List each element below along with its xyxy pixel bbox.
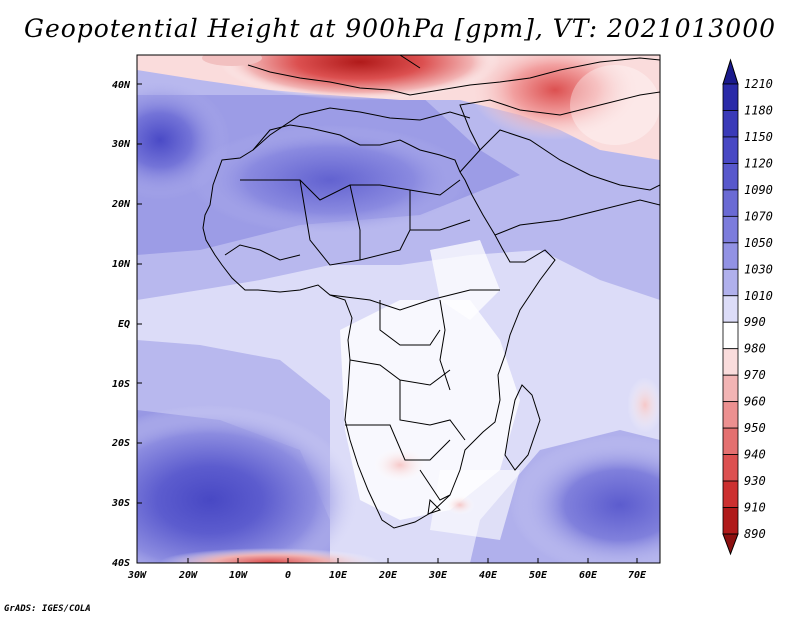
lon-label: 40E [479, 570, 498, 581]
colorbar-swatch [722, 136, 739, 164]
colorbar-label: 1050 [744, 236, 773, 250]
lat-label: 10S [112, 379, 130, 390]
colorbar-label: 1180 [744, 103, 773, 117]
colorbar-label: 980 [744, 342, 766, 356]
colorbar-label: 990 [744, 315, 766, 329]
lat-label: 30N [111, 139, 131, 150]
colorbar-swatch [722, 268, 739, 297]
colorbar-top-arrow [722, 58, 739, 85]
colorbar-label: 890 [744, 527, 766, 541]
colorbar-label: 1070 [744, 209, 773, 223]
colorbar-swatch [722, 401, 739, 429]
colorbar-bottom-arrow [722, 533, 739, 556]
colorbar-label: 940 [744, 448, 766, 462]
colorbar-label: 910 [744, 501, 766, 515]
lat-label: 30S [111, 498, 130, 509]
colorbar-swatch [722, 242, 739, 270]
colorbar-label: 1030 [744, 262, 773, 276]
longitude-axis: 30W 20W 10W 0 10E 20E 30E 40E 50E 60E 70… [127, 558, 647, 581]
colorbar-swatch [722, 348, 739, 376]
colorbar-swatch [722, 83, 739, 111]
lat-label: 10N [112, 259, 131, 270]
map-frame [136, 54, 661, 564]
lon-label: 20E [378, 570, 398, 581]
lon-label: 50E [529, 570, 548, 581]
colorbar-swatch [722, 110, 739, 138]
colorbar-label: 960 [744, 395, 766, 409]
lon-label: 10E [329, 570, 348, 581]
latitude-axis: 40N 30N 20N 10N EQ 10S 20S 30S 40S [111, 80, 142, 569]
colorbar-label: 950 [744, 421, 766, 435]
lon-label: 70E [628, 570, 647, 581]
colorbar-swatch [722, 374, 739, 403]
chart-title: Geopotential Height at 900hPa [gpm], VT:… [23, 14, 777, 43]
lat-label: EQ [118, 319, 130, 330]
coastlines [202, 55, 660, 529]
colorbar-label: 1120 [744, 156, 773, 170]
grads-credit: GrADS: IGES/COLA [4, 604, 91, 614]
colorbar-swatch [722, 454, 739, 482]
colorbar-label: 930 [744, 474, 766, 488]
colorbar-swatch [722, 427, 739, 455]
colorbar-swatch [722, 507, 739, 535]
colorbar-label: 1150 [744, 130, 773, 144]
lat-label: 20S [111, 438, 130, 449]
colorbar-swatch [722, 480, 739, 508]
colorbar-swatch [722, 215, 739, 244]
lon-label: 60E [579, 570, 598, 581]
colorbar-swatch [722, 163, 739, 191]
colorbar-label: 1010 [744, 289, 773, 303]
lon-label: 10W [229, 570, 248, 581]
colorbar-label: 970 [744, 368, 766, 382]
height-field [137, 55, 660, 563]
lon-label: 0 [285, 570, 291, 581]
lat-label: 40N [112, 80, 131, 91]
lon-label: 30E [428, 570, 448, 581]
colorbar-label: 1210 [744, 77, 773, 91]
colorbar-swatch [722, 321, 739, 350]
lon-label: 30W [127, 570, 147, 581]
colorbar-swatch [722, 189, 739, 217]
colorbar: 1210 1180 1150 1120 1090 1070 1050 1030 1010 990 9… [722, 58, 773, 556]
lat-label: 20N [111, 199, 131, 210]
lon-label: 20W [178, 570, 198, 581]
lat-label: 40S [112, 558, 130, 569]
colorbar-label: 1090 [744, 183, 773, 197]
colorbar-swatch [722, 295, 739, 323]
